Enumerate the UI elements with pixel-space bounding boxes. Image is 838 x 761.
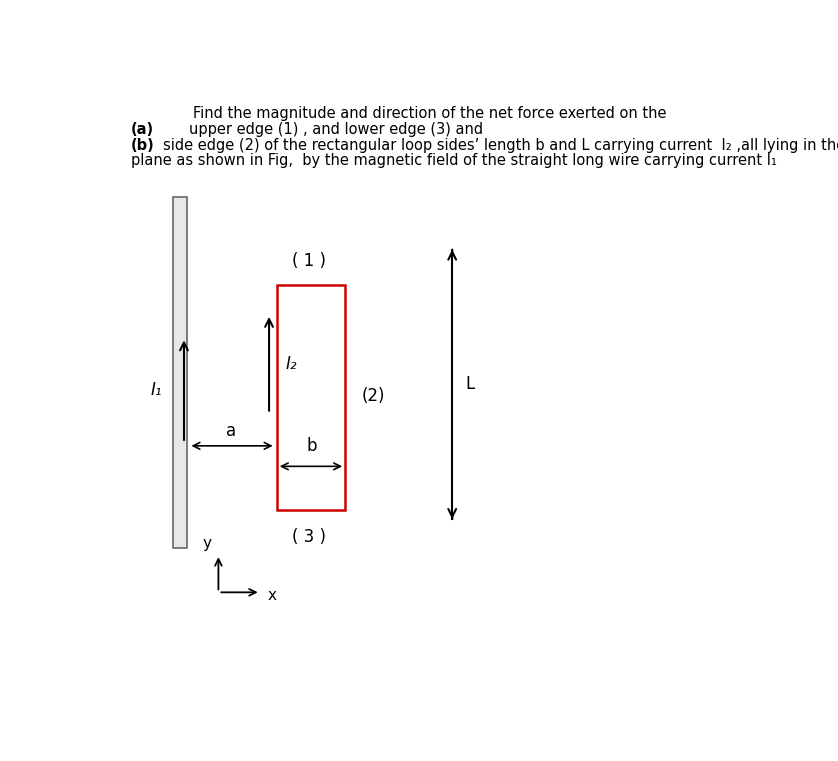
- Text: I₁: I₁: [150, 381, 162, 400]
- Bar: [173, 197, 187, 549]
- Text: (2): (2): [361, 387, 385, 405]
- Text: plane as shown in Fig,  by the magnetic field of the straight long wire carrying: plane as shown in Fig, by the magnetic f…: [131, 154, 777, 168]
- Text: ( 3 ): ( 3 ): [292, 528, 326, 546]
- Text: side edge (2) of the rectangular loop sides’ length b and L carrying current  I₂: side edge (2) of the rectangular loop si…: [163, 138, 838, 153]
- Text: y: y: [202, 537, 211, 551]
- Text: (a): (a): [131, 122, 154, 137]
- Text: a: a: [226, 422, 236, 440]
- Text: L: L: [466, 375, 475, 393]
- Text: Find the magnitude and direction of the net force exerted on the: Find the magnitude and direction of the …: [193, 106, 666, 121]
- Text: x: x: [267, 587, 276, 603]
- Bar: [277, 285, 345, 511]
- Text: ( 1 ): ( 1 ): [292, 252, 326, 270]
- Text: b: b: [306, 437, 317, 454]
- Text: I₂: I₂: [285, 355, 297, 373]
- Text: (b): (b): [131, 138, 154, 153]
- Text: upper edge (1) , and lower edge (3) and: upper edge (1) , and lower edge (3) and: [189, 122, 484, 137]
